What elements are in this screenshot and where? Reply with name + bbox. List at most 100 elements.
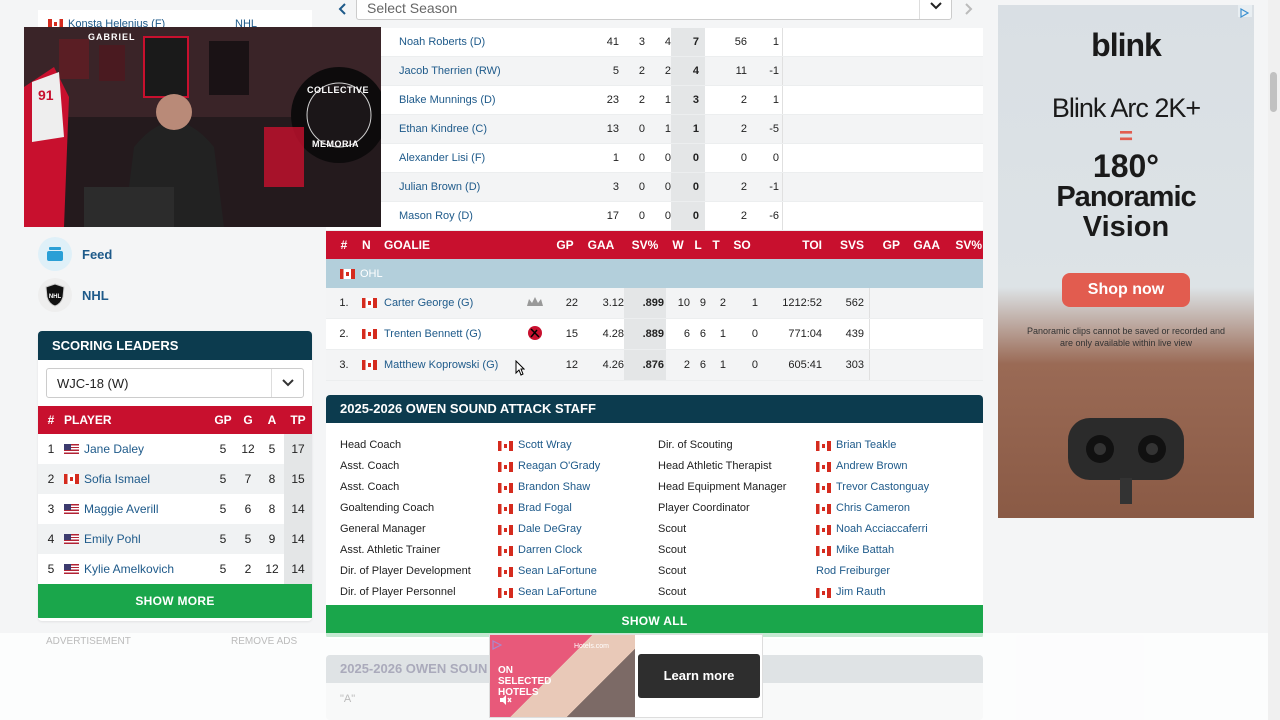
scoring-leaders-title: SCORING LEADERS	[38, 331, 312, 360]
player-link[interactable]: Maggie Averill	[84, 502, 159, 516]
staff-link[interactable]: Sean LaFortune	[518, 565, 597, 577]
player-link[interactable]: Mason Roy (D)	[399, 210, 473, 222]
staff-link[interactable]: Brandon Shaw	[518, 481, 591, 493]
col-po-svpct[interactable]: SV%	[955, 238, 982, 252]
stat-gp: 1	[612, 152, 619, 164]
chevron-down-icon[interactable]	[271, 369, 303, 397]
scrollbar-thumb[interactable]	[1270, 72, 1277, 112]
player-link[interactable]: Kylie Amelkovich	[84, 562, 175, 576]
blink-equals: =	[1118, 123, 1133, 150]
sidebar-item-nhl[interactable]: NHL NHL	[38, 277, 312, 313]
staff-link[interactable]: Rod Freiburger	[816, 565, 890, 577]
col-t[interactable]: T	[712, 238, 720, 252]
staff-link[interactable]: Jim Rauth	[836, 586, 886, 598]
player-link[interactable]: Ethan Kindree (C)	[399, 123, 488, 135]
show-more-button[interactable]: SHOW MORE	[38, 584, 312, 618]
adchoices-icon[interactable]	[1238, 5, 1252, 19]
staff-role: Dir. of Scouting	[658, 439, 733, 451]
scrollbar[interactable]	[1268, 0, 1280, 720]
show-all-button[interactable]: SHOW ALL	[326, 605, 983, 637]
staff-link[interactable]: Trevor Castonguay	[836, 481, 930, 493]
mute-icon[interactable]	[498, 693, 512, 707]
player-link[interactable]: Alexander Lisi (F)	[399, 152, 486, 164]
staff-link[interactable]: Brad Fogal	[518, 502, 572, 514]
player-link[interactable]: Jacob Therrien (RW)	[399, 65, 501, 77]
learn-more-button[interactable]: Learn more	[638, 654, 760, 698]
blink-headline-2: Panoramic	[1056, 181, 1196, 213]
player-link[interactable]: Julian Brown (D)	[399, 181, 481, 193]
staff-link[interactable]: Andrew Brown	[836, 460, 908, 472]
staff-link[interactable]: Brian Teakle	[836, 439, 897, 451]
remove-ads-link[interactable]: REMOVE ADS	[231, 636, 298, 647]
staff-link[interactable]: Scott Wray	[518, 439, 572, 451]
stat-gp: 22	[565, 297, 578, 309]
stat-tp: 3	[671, 86, 705, 114]
col-po-gp[interactable]: GP	[882, 238, 900, 252]
shop-now-button[interactable]: Shop now	[1062, 273, 1190, 307]
staff-role: Scout	[658, 565, 687, 577]
staff-link[interactable]: Mike Battah	[836, 544, 895, 556]
staff-link[interactable]: Sean LaFortune	[518, 586, 597, 598]
stat-t: 1	[719, 359, 726, 371]
staff-link[interactable]: Dale DeGray	[518, 523, 582, 535]
season-select-placeholder: Select Season	[367, 0, 458, 16]
col-w[interactable]: W	[672, 238, 684, 252]
stat-a: 1	[664, 94, 671, 106]
col-po-gaa[interactable]: GAA	[913, 238, 940, 252]
staff-link[interactable]: Chris Cameron	[836, 502, 910, 514]
player-link[interactable]: Jane Daley	[84, 442, 145, 456]
flag-icon	[816, 503, 831, 514]
hotel-ad[interactable]: ON SELECTED HOTELS Hotels.com Learn more	[489, 634, 763, 718]
stat-svpct: .899	[624, 288, 666, 318]
stat-tp: 4	[671, 57, 705, 85]
col-gp[interactable]: GP	[214, 413, 232, 427]
staff-role: Head Athletic Therapist	[658, 460, 772, 472]
mouse-cursor-icon	[515, 360, 525, 376]
col-gaa[interactable]: GAA	[587, 238, 615, 252]
player-link[interactable]: Noah Roberts (D)	[399, 36, 486, 48]
col-gp[interactable]: GP	[556, 238, 574, 252]
blink-ad[interactable]: blink Blink Arc 2K+ = 180° Panoramic Vis…	[998, 5, 1254, 518]
stat-svs: 562	[845, 297, 864, 309]
table-row: Alexander Lisi (F) 1 0 0 0 0 0	[326, 144, 983, 173]
staff-role: Asst. Athletic Trainer	[340, 544, 441, 556]
scoring-rows: 1 Jane Daley 5 12 5 17 2 Sofia Ismael 5 …	[38, 434, 312, 584]
staff-link[interactable]: Noah Acciaccaferri	[836, 523, 928, 535]
league-select[interactable]: WJC-18 (W)	[46, 368, 304, 398]
stat-g: 3	[638, 36, 645, 48]
chevron-down-icon[interactable]	[919, 0, 951, 19]
col-svpct[interactable]: SV%	[631, 238, 659, 252]
stat-pm: -1	[769, 65, 779, 77]
player-link[interactable]: Blake Munnings (D)	[399, 94, 496, 106]
col-l[interactable]: L	[694, 238, 702, 252]
sidebar-item-feed[interactable]: Feed	[38, 236, 312, 272]
staff-role: Goaltending Coach	[340, 502, 435, 514]
col-n[interactable]: N	[362, 238, 371, 252]
goalie-link[interactable]: Matthew Koprowski (G)	[384, 359, 499, 371]
flag-icon	[816, 524, 831, 535]
col-goalie[interactable]: GOALIE	[384, 238, 431, 252]
stat-svs: 439	[845, 328, 864, 340]
player-link[interactable]: Sofia Ismael	[84, 472, 151, 486]
adchoices-icon[interactable]	[492, 637, 503, 655]
col-so[interactable]: SO	[733, 238, 751, 252]
stat-l: 6	[699, 328, 706, 340]
col-a[interactable]: A	[267, 413, 277, 427]
table-row: Blake Munnings (D) 23 2 1 3 2 1	[326, 86, 983, 115]
staff-link[interactable]: Reagan O'Grady	[518, 460, 601, 472]
season-select[interactable]: Select Season	[356, 0, 952, 20]
row-num: 4	[47, 532, 55, 546]
stat-a: 0	[664, 152, 671, 164]
goalie-link[interactable]: Trenten Bennett (G)	[384, 328, 482, 340]
prev-season-icon[interactable]	[332, 0, 352, 18]
goalie-link[interactable]: Carter George (G)	[384, 297, 474, 309]
col-tp[interactable]: TP	[290, 413, 306, 427]
col-toi[interactable]: TOI	[802, 238, 822, 252]
col-svs[interactable]: SVS	[839, 238, 864, 252]
player-link[interactable]: Emily Pohl	[84, 532, 141, 546]
col-g[interactable]: G	[243, 413, 253, 427]
blink-headline-3: Vision	[1082, 211, 1170, 243]
col-player[interactable]: PLAYER	[64, 413, 112, 427]
next-season-icon[interactable]	[958, 0, 978, 18]
staff-link[interactable]: Darren Clock	[518, 544, 583, 556]
